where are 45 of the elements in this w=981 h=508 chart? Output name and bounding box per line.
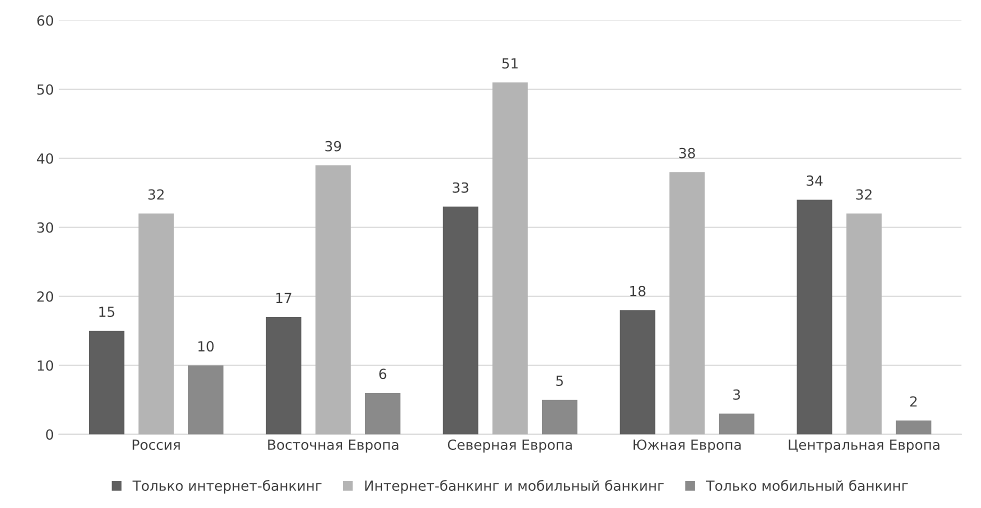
bar	[620, 310, 656, 434]
bar	[669, 172, 705, 434]
y-tick-label: 30	[37, 222, 54, 233]
bar	[315, 165, 351, 434]
data-label: 33	[452, 182, 468, 193]
data-label: 15	[99, 306, 114, 318]
bar	[796, 200, 832, 434]
data-label: 32	[148, 189, 164, 200]
bar	[365, 392, 400, 434]
x-tick-label: Восточная Европа	[268, 440, 398, 453]
data-label: 2	[910, 396, 917, 407]
y-tick-label: 50	[37, 84, 54, 95]
data-label: 32	[856, 189, 872, 200]
data-label: 3	[733, 389, 740, 400]
legend-label: Только интернет-банкинг	[132, 480, 322, 494]
legend-label: Только мобильный банкинг	[706, 480, 908, 491]
bar	[718, 414, 754, 434]
legend-label: Интернет-банкинг и мобильный банкинг	[365, 480, 664, 494]
y-tick-label: 20	[37, 291, 54, 302]
data-label: 10	[198, 341, 214, 352]
data-label: 18	[630, 286, 646, 296]
x-tick-label: Центральная Европа	[788, 440, 940, 453]
x-tick-label: Южная Европа	[634, 439, 741, 453]
y-tick-label: 0	[46, 429, 54, 440]
data-label: 38	[679, 148, 695, 158]
data-label: 39	[325, 140, 342, 152]
data-label: 51	[502, 58, 518, 69]
x-tick-label: Северная Европа	[448, 439, 572, 453]
y-tick-label: 40	[37, 153, 54, 164]
data-label: 6	[379, 368, 386, 380]
bar	[846, 214, 882, 434]
data-label: 17	[276, 292, 292, 304]
bar	[896, 420, 932, 434]
bar	[542, 400, 578, 434]
bar	[266, 317, 302, 434]
x-tick-label: Россия	[132, 440, 180, 450]
data-label: 34	[806, 175, 823, 186]
bar	[442, 206, 478, 434]
y-tick-label: 10	[38, 360, 54, 371]
bar	[138, 214, 174, 434]
y-tick-label: 60	[37, 15, 54, 26]
bar	[492, 82, 528, 434]
bar	[188, 365, 224, 434]
data-label: 5	[556, 376, 563, 386]
bar	[88, 330, 124, 434]
